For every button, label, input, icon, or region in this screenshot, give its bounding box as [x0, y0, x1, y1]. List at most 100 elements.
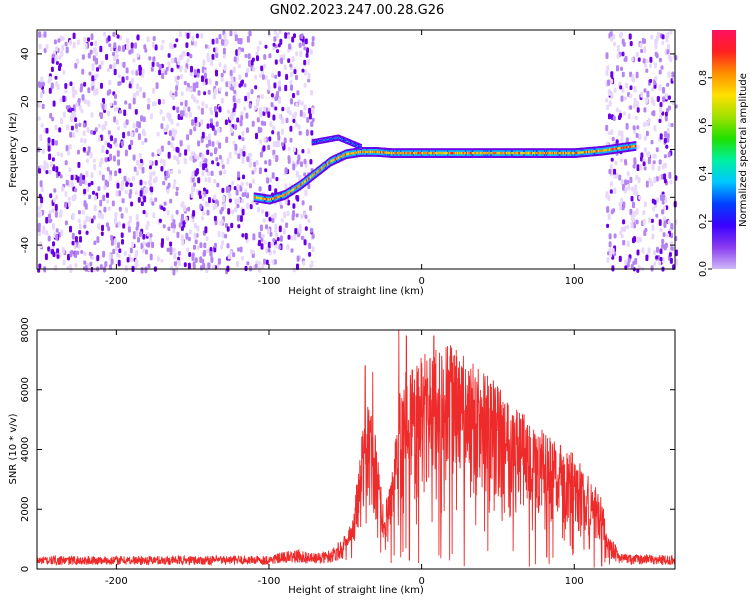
spectrogram-cell — [132, 122, 136, 129]
spectrogram-cell — [156, 256, 160, 262]
figure-title: GN02.2023.247.00.28.G26 — [270, 3, 445, 18]
spectrogram-cell — [422, 151, 424, 155]
spectrogram-cell — [457, 151, 459, 155]
spectrogram-cell — [280, 204, 283, 209]
spectrogram-cell — [162, 224, 166, 229]
colorbar-tick-label: 0.2 — [698, 213, 709, 229]
spectrogram-cell — [108, 79, 112, 86]
spectrogram-cell — [291, 189, 293, 192]
spectrogram-cell — [189, 129, 193, 136]
spectrogram-cell — [650, 265, 654, 272]
spectrogram-cell — [210, 170, 214, 177]
spectrogram-cell — [638, 134, 642, 141]
spectrogram-cell — [71, 232, 75, 240]
spectrogram-cell — [194, 116, 198, 123]
spectrogram-cell — [154, 44, 158, 51]
spectrogram-cell — [270, 214, 274, 219]
spectrogram-cell — [466, 151, 468, 155]
spectrogram-cell — [666, 82, 670, 87]
spectrogram-cell — [61, 186, 64, 192]
spectrogram-cell — [45, 44, 49, 50]
spectrogram-cell — [55, 61, 59, 66]
spectrogram-cell — [623, 225, 627, 232]
spectrogram-cell — [216, 182, 220, 188]
spectrogram-cell — [196, 225, 200, 232]
spectrogram-cell — [71, 110, 75, 116]
spectrogram-cell — [177, 169, 181, 175]
spectrogram-cell — [167, 140, 171, 146]
spectrogram-cell — [119, 109, 122, 114]
spectrogram-cell — [176, 75, 180, 80]
spectrogram-cell — [113, 238, 117, 245]
spectrogram-cell — [180, 101, 184, 106]
spectrogram-cell — [246, 202, 249, 210]
spectrogram-cell — [157, 99, 161, 105]
spectrogram-cell — [258, 261, 262, 266]
spectrogram-cell — [160, 205, 164, 210]
spectrogram-cell — [169, 241, 173, 247]
spectrogram-cell — [662, 96, 666, 103]
spectrogram-cell — [322, 139, 325, 142]
spectrogram-cell — [293, 233, 297, 241]
spectrogram-cell — [625, 146, 628, 149]
spectrogram-cell — [640, 91, 644, 98]
spectrogram-cell — [60, 117, 63, 125]
spectrogram-cell — [128, 83, 132, 89]
spectrogram-cell — [620, 95, 624, 102]
spectrogram-cell — [342, 139, 345, 141]
spectrogram-cell — [100, 213, 104, 220]
spectrogram-cell — [241, 137, 245, 142]
spectrogram-cell — [196, 245, 200, 250]
spectrogram-cell — [612, 115, 616, 121]
spectrogram-cell — [94, 127, 98, 133]
spectrogram-cell — [176, 122, 180, 127]
spectrogram-cell — [264, 75, 268, 80]
spectrogram-cell — [246, 35, 250, 43]
spectrogram-cell — [403, 151, 405, 155]
spectrogram-cell — [103, 185, 107, 191]
spectrogram-cell — [346, 152, 348, 156]
spectrogram-cell — [367, 150, 369, 154]
spectrogram-cell — [214, 88, 217, 95]
spectrogram-cell — [599, 149, 601, 153]
spectrogram-cell — [211, 160, 215, 165]
spectrogram-cell — [309, 159, 313, 165]
spectrogram-cell — [477, 151, 479, 155]
spectrogram-cell — [503, 151, 506, 155]
spectrogram-cell — [218, 33, 222, 40]
spectrogram-cell — [404, 151, 407, 155]
spectrogram-cell — [259, 139, 263, 144]
spectrogram-cell — [377, 150, 380, 154]
spectrogram-cell — [288, 43, 292, 50]
spectrogram-cell — [611, 136, 615, 142]
spectrogram-cell — [506, 151, 509, 155]
spectrogram-cell — [441, 151, 444, 155]
spectrogram-cell — [420, 151, 423, 155]
spectrogram-cell — [49, 218, 53, 223]
spectrogram-cell — [585, 150, 587, 154]
spectrogram-cell — [150, 186, 154, 193]
spectrogram-cell — [262, 145, 266, 152]
spectrogram-cell — [152, 87, 156, 94]
spectrogram-cell — [621, 87, 625, 93]
spectrogram-cell — [632, 145, 635, 148]
spectrogram-cell — [273, 36, 277, 42]
spectrogram-cell — [138, 164, 142, 170]
spectrogram-cell — [139, 179, 143, 186]
spectrogram-cell — [261, 233, 265, 239]
spectrogram-cell — [47, 137, 51, 144]
spectrogram-cell — [54, 210, 58, 218]
colorbar-tick-label: 0.6 — [698, 118, 709, 134]
spectrogram-cell — [252, 66, 256, 72]
spectrogram-cell — [220, 97, 224, 104]
spectrogram-cell — [193, 182, 197, 187]
spectrogram-cell — [129, 189, 133, 195]
spectrogram-cell — [272, 249, 276, 255]
spectrogram-cell — [68, 167, 72, 172]
spectrogram-cell — [603, 149, 606, 152]
spectrogram-cell — [161, 39, 165, 44]
spectrogram-cell — [304, 189, 308, 197]
spectrogram-cell — [667, 105, 671, 111]
spectrogram-cell — [255, 159, 259, 166]
snr-y-axis-label: SNR (10 * v/v) — [8, 413, 19, 484]
